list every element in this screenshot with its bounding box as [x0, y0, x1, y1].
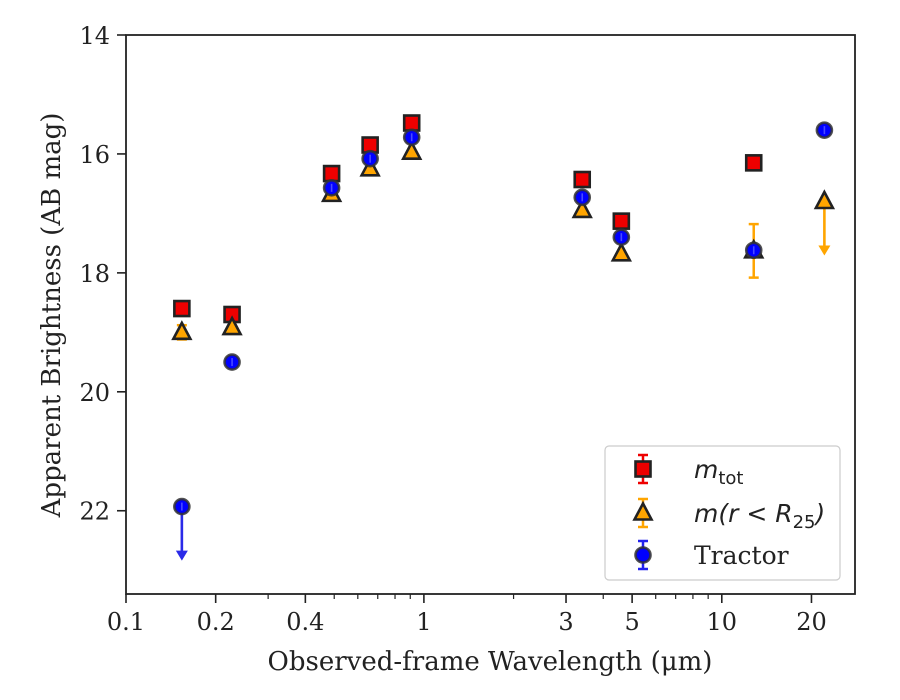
legend-label: mtot [694, 455, 744, 489]
plot-frame [125, 34, 856, 595]
x-tick-label: 0.2 [197, 608, 235, 636]
legend-marker-circle [634, 546, 652, 564]
data-point-triangle [221, 315, 243, 336]
data-point-triangle [610, 241, 632, 262]
data-point-square [322, 164, 341, 183]
data-point-square [402, 114, 421, 132]
legend-marker-circle-disc [634, 546, 652, 564]
data-marks [171, 114, 836, 561]
data-point-triangle [813, 189, 836, 210]
data-point-square [573, 170, 592, 189]
y-tick-label: 22 [79, 498, 110, 526]
series-triangle [171, 139, 836, 341]
data-point-square [612, 212, 631, 230]
x-tick-label: 0.1 [107, 608, 145, 636]
x-tick-label: 0.4 [286, 608, 324, 636]
legend-marker-triangle [632, 500, 654, 521]
y-tick-label: 14 [79, 22, 110, 50]
data-point-triangle [171, 320, 193, 341]
upper-limit-arrowhead [818, 245, 831, 256]
x-tick-label: 5 [624, 608, 639, 636]
data-point-square [744, 154, 763, 172]
y-axis-ticks: 14 16 18 20 22 [79, 22, 126, 526]
legend-marker-square [634, 460, 652, 478]
data-point-triangle [401, 139, 423, 160]
plot-border [125, 34, 856, 595]
legend-label: Tractor [694, 541, 789, 570]
legend-box [604, 445, 841, 581]
y-tick-label: 16 [79, 141, 110, 169]
x-axis-label: Observed-frame Wavelength (μm) [268, 647, 713, 677]
data-point-triangle [571, 198, 593, 219]
y-axis-label: Apparent Brightness (AB mag) [37, 113, 67, 519]
x-tick-label: 1 [416, 608, 431, 636]
x-tick-label: 10 [707, 608, 738, 636]
x-tick-label: 20 [796, 608, 827, 636]
x-axis-ticks: 0.1 0.2 0.4 1 3 5 10 20 [107, 594, 827, 636]
legend: mtot m(r < R25) Tractor [604, 445, 841, 581]
legend-label: m(r < R25) [694, 499, 825, 533]
x-tick-label: 3 [558, 608, 573, 636]
series-square [173, 114, 763, 324]
upper-limit-arrowhead [175, 550, 188, 561]
y-tick-label: 20 [79, 379, 110, 407]
data-point-square [173, 299, 191, 318]
series-circle [173, 121, 834, 561]
y-tick-label: 18 [79, 260, 110, 288]
